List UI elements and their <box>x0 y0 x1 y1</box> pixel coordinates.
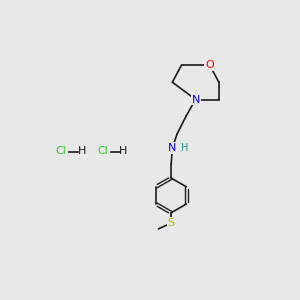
Text: N: N <box>168 143 176 153</box>
Text: H: H <box>77 146 86 157</box>
Text: H: H <box>181 143 189 154</box>
Text: S: S <box>168 218 175 228</box>
Text: N: N <box>191 94 200 104</box>
Text: O: O <box>205 60 214 70</box>
Text: Cl: Cl <box>55 146 66 157</box>
Text: H: H <box>119 146 128 157</box>
Text: Cl: Cl <box>97 146 108 157</box>
